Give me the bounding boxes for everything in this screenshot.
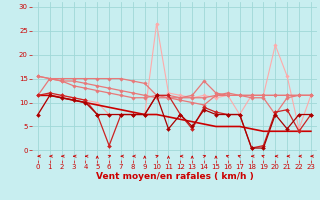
X-axis label: Vent moyen/en rafales ( km/h ): Vent moyen/en rafales ( km/h ) — [96, 172, 253, 181]
